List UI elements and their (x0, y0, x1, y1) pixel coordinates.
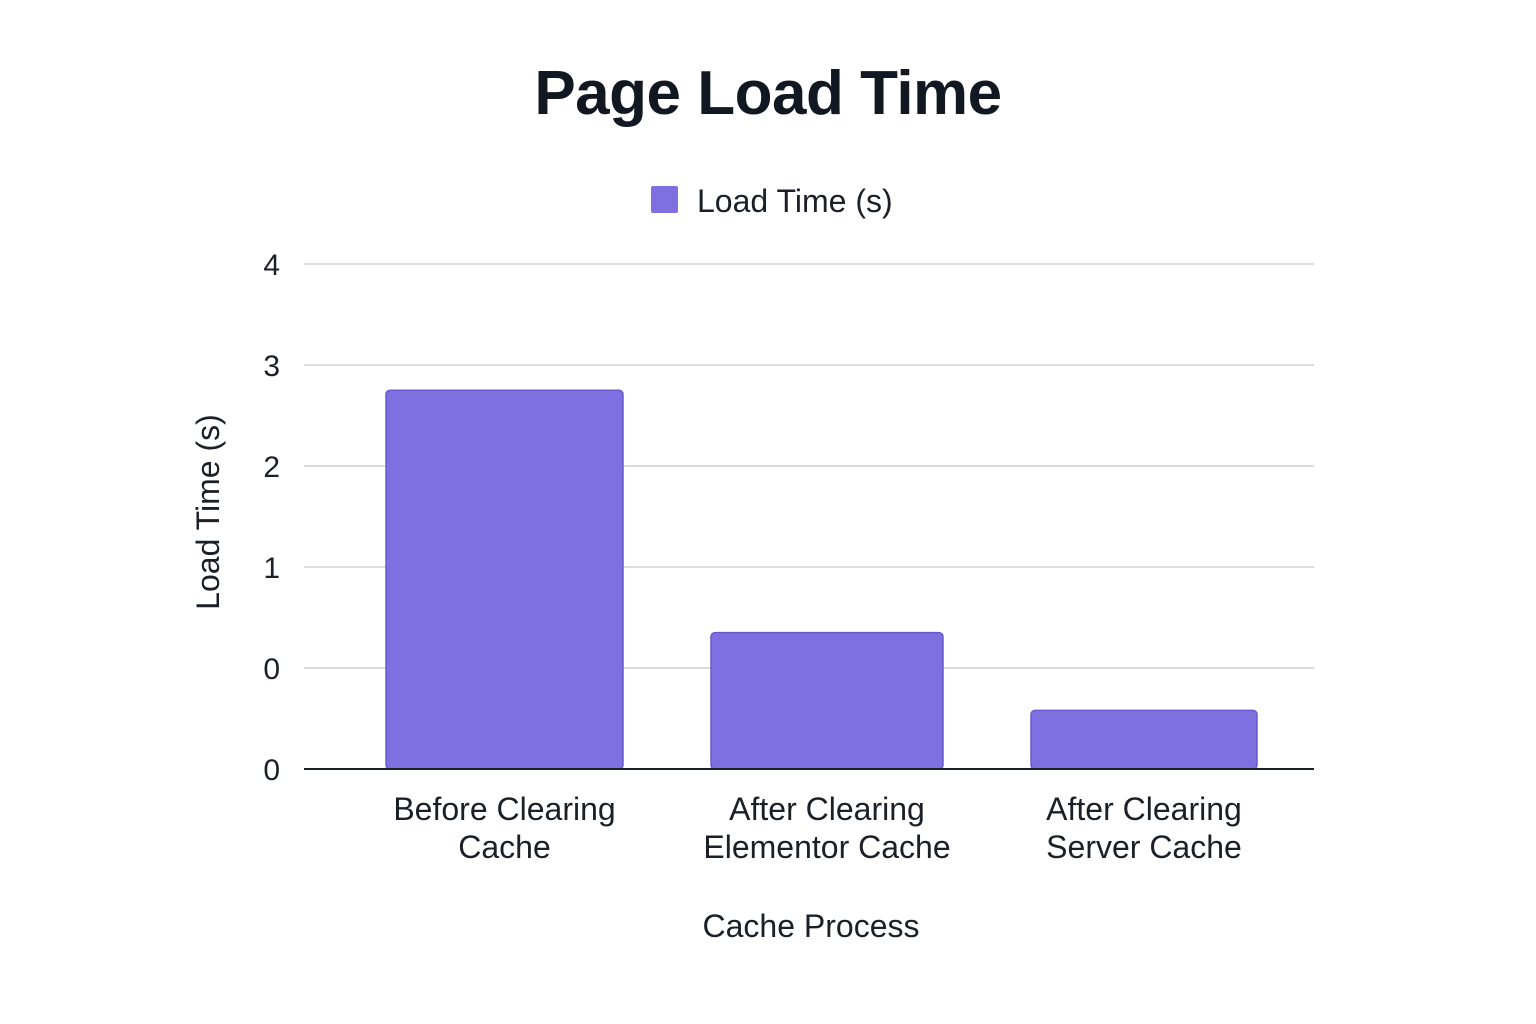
y-tick-label: 0 (263, 653, 280, 686)
bar (710, 631, 944, 770)
x-category-label: After Clearing Server Cache (1046, 791, 1242, 865)
y-tick-label: 3 (263, 350, 280, 383)
y-tick-label: 2 (263, 451, 280, 484)
y-tick-label: 1 (263, 552, 280, 585)
x-axis-title: Cache Process (703, 908, 920, 944)
bar (385, 389, 624, 770)
legend-swatch (651, 186, 678, 213)
legend: Load Time (s) (651, 183, 893, 219)
chart-title: Page Load Time (534, 59, 1002, 128)
x-category-label: Before Clearing Cache (393, 791, 615, 865)
y-tick-label: 0 (263, 754, 280, 787)
x-category-label: After Clearing Elementor Cache (703, 791, 950, 865)
y-axis-title: Load Time (s) (190, 414, 226, 610)
y-tick-label: 4 (263, 249, 280, 282)
y-axis-ticks: 4 3 2 1 0 0 (263, 249, 280, 787)
legend-label: Load Time (s) (697, 183, 893, 219)
x-axis-categories: Before Clearing Cache After Clearing Elemen… (393, 791, 1241, 865)
bars (385, 389, 1258, 770)
bar (1030, 709, 1258, 770)
